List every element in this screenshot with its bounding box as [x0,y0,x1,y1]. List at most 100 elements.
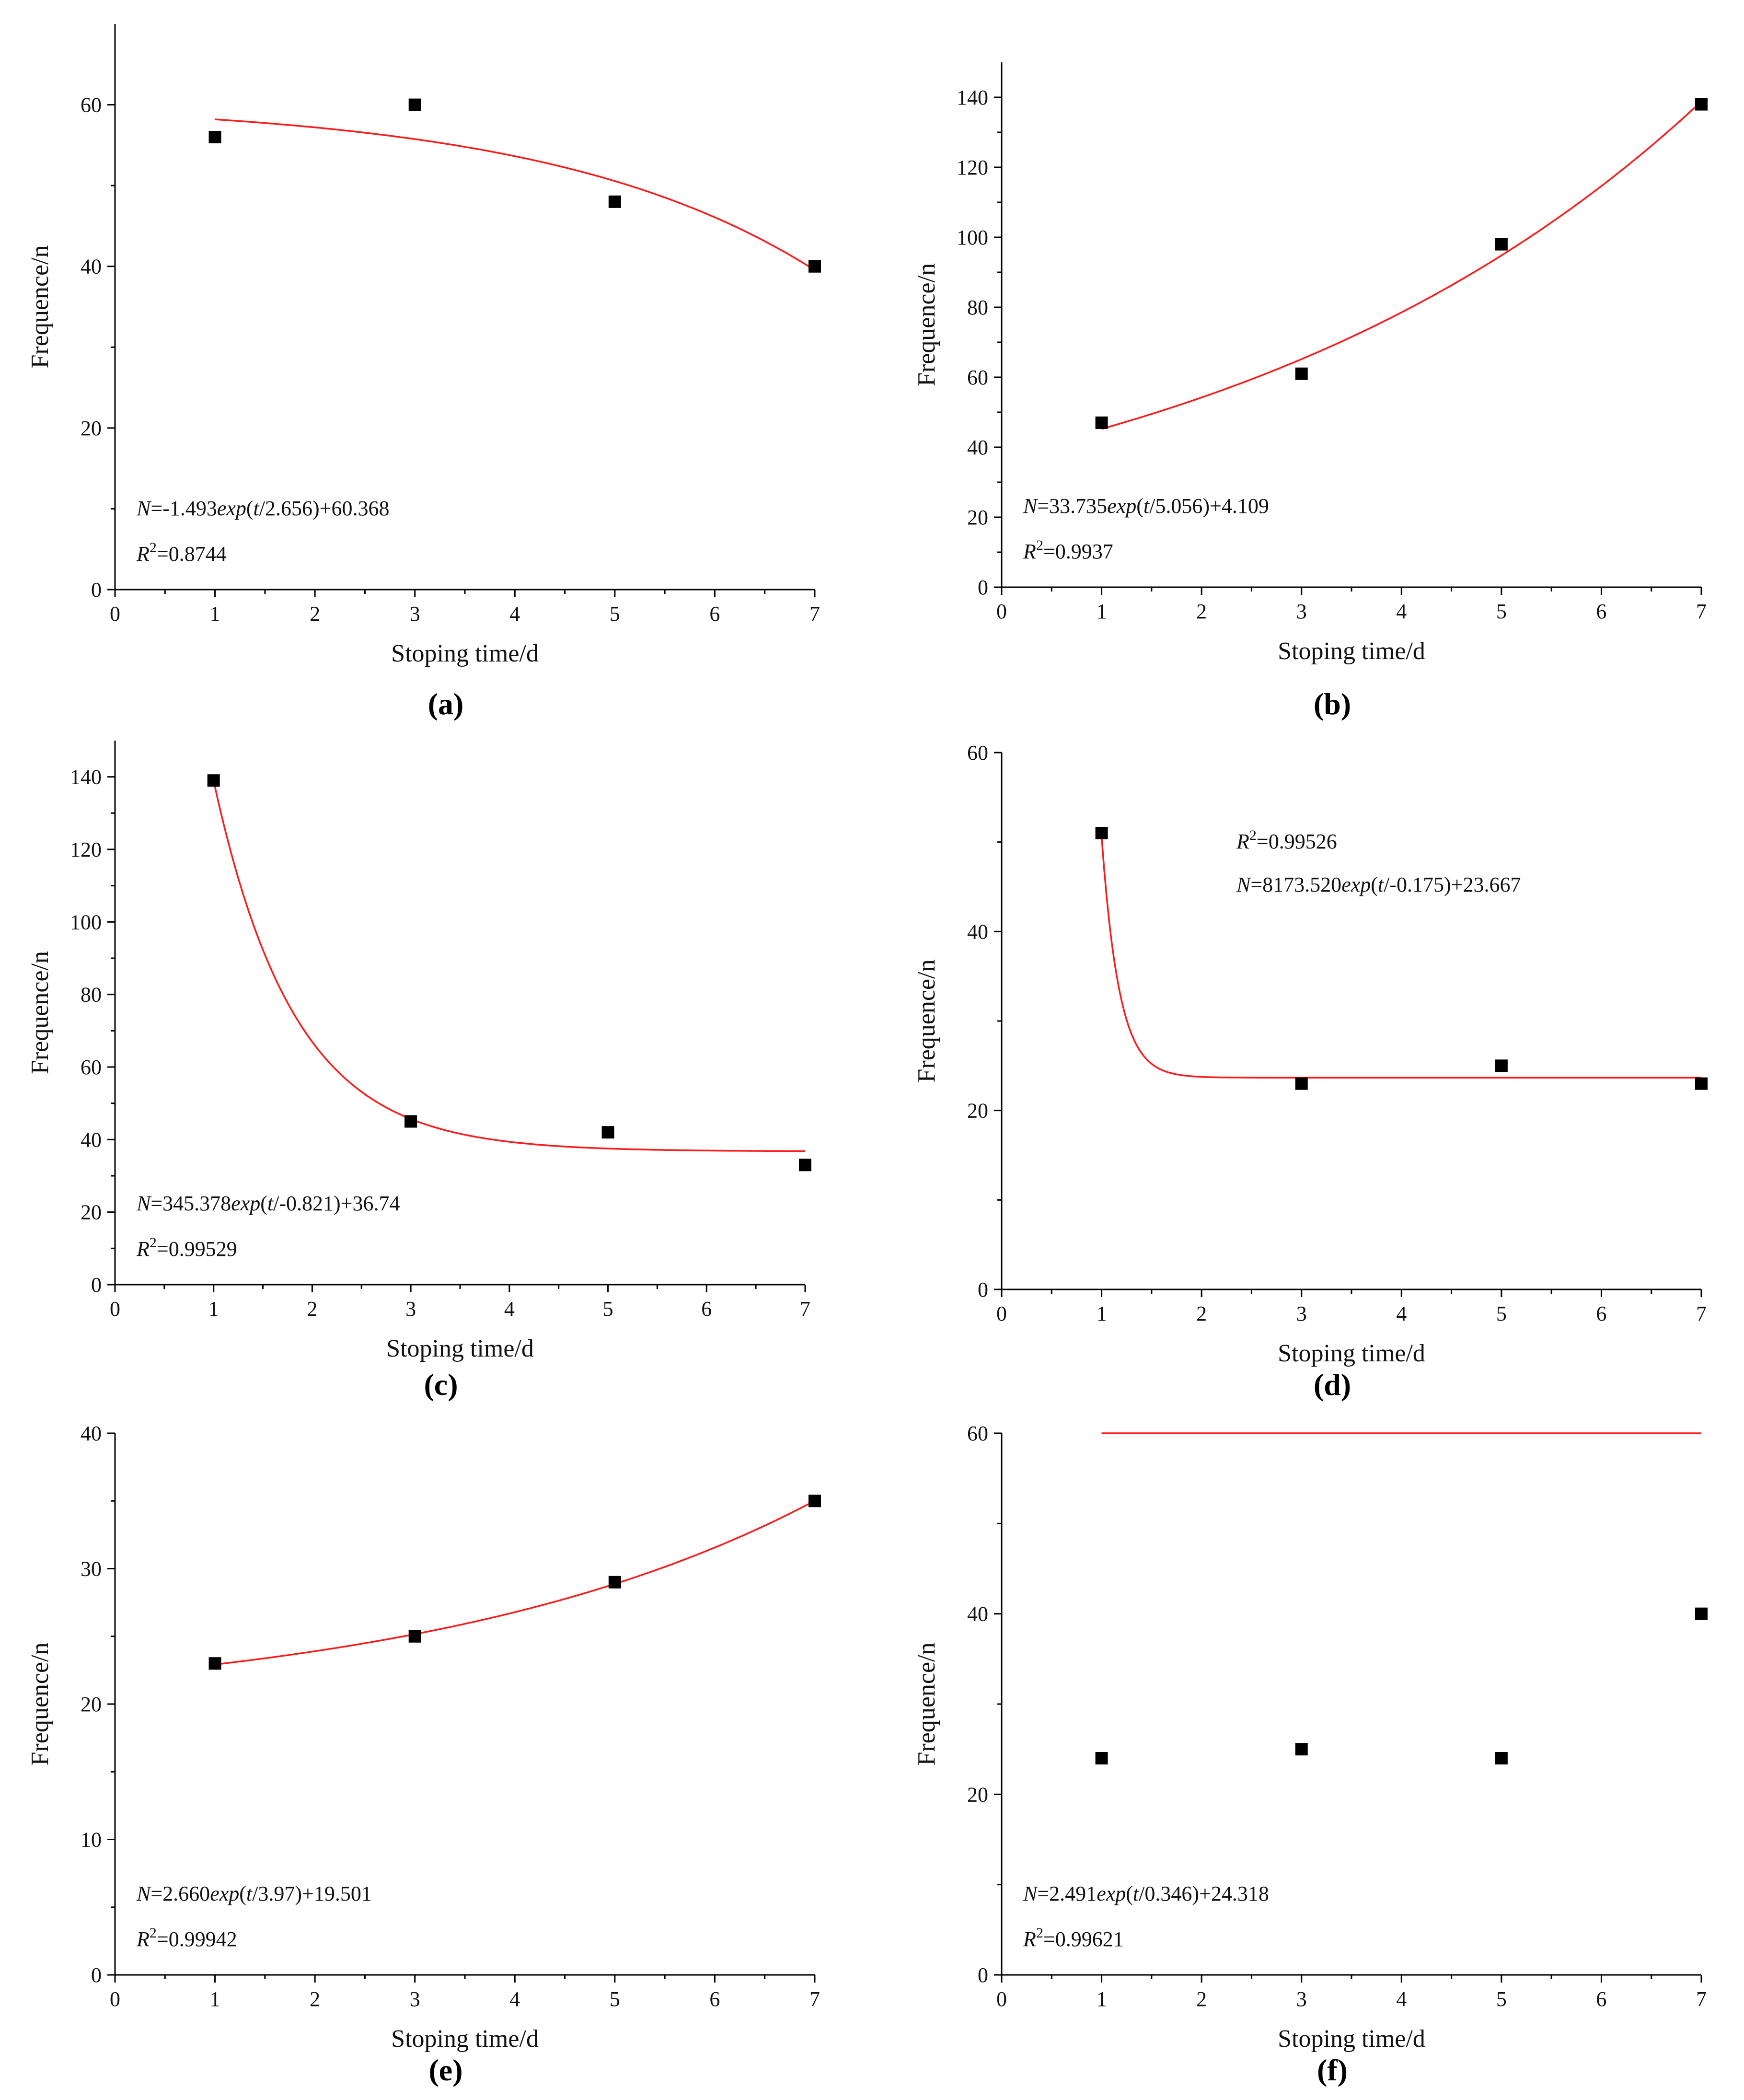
equation-part: =33.735 [1037,494,1107,518]
equation-part: /5.056)+4.109 [1149,494,1269,518]
x-tick-label: 0 [110,602,120,626]
chart-panel-c: 0 1 2 3 4 5 6 7 0 20 40 60 80 100 120 140 Stoping time/d… [26,741,811,1402]
x-tick-label: 4 [1396,1987,1407,2011]
fit-equation: N=-1.493exp(t/2.656)+60.368 [136,497,389,520]
chart-panel-d: 0 1 2 3 4 5 6 7 0 20 40 60 Stoping time/d Frequence/n… [913,741,1708,1402]
y-tick-label: 40 [81,255,102,278]
data-point [1695,98,1708,111]
x-tick-label: 0 [996,1987,1007,2011]
chart-panel-f: 0 1 2 3 4 5 6 7 0 20 40 60 Stoping time/d Frequence/n… [913,1422,1708,2087]
y-tick-label: 60 [967,366,988,389]
r-value: =0.8744 [157,542,227,566]
r-symbol: R [1023,1927,1036,1951]
y-tick-label: 20 [81,1693,102,1716]
data-point [799,1159,811,1172]
x-axis-title: Stoping time/d [1278,2025,1425,2053]
y-tick-label: 0 [978,1963,988,1987]
r-value: =0.99526 [1257,830,1337,853]
y-tick-label: 60 [967,1422,988,1445]
fit-curve [215,118,815,271]
panel-label: (a) [428,687,464,721]
data-point [808,260,821,273]
r-symbol: R [136,542,150,566]
x-tick-label: 0 [110,1987,120,2011]
equation-part: /-0.175)+23.667 [1384,873,1521,896]
equation-part: t [267,1192,274,1215]
x-tick-label: 2 [1196,1302,1207,1325]
data-point [207,774,220,787]
y-tick-label: 0 [91,1963,102,1987]
x-tick-label: 5 [1496,1987,1507,2011]
y-tick-label: 20 [967,1099,988,1123]
r-symbol: R [1023,540,1036,563]
r-exponent: 2 [150,1925,157,1941]
x-tick-label: 4 [1396,1302,1407,1325]
y-tick-label: 60 [967,741,988,765]
x-tick-label: 1 [210,602,220,626]
equation-part: t [254,497,260,520]
data-point [408,98,421,111]
equation-part: ( [1371,873,1378,896]
equation-part: exp [1107,494,1136,518]
equation-part: exp [217,497,246,520]
y-tick-label: 100 [70,910,102,934]
x-tick-label: 6 [701,1297,712,1321]
x-tick-label: 3 [1296,1987,1307,2011]
fit-curve [212,780,805,1152]
x-tick-label: 0 [110,1297,120,1321]
data-point [1695,1607,1708,1620]
y-tick-label: 10 [81,1828,102,1852]
y-axis-title: Frequence/n [913,1642,940,1765]
x-tick-label: 3 [1296,600,1307,623]
x-tick-label: 4 [504,1297,515,1321]
x-tick-label: 4 [1396,600,1407,623]
equation-part: exp [1341,873,1371,896]
data-point [1495,1059,1508,1072]
x-tick-label: 6 [1596,1987,1606,2011]
x-tick-label: 4 [509,602,520,626]
y-tick-label: 40 [81,1128,102,1151]
x-tick-label: 7 [1696,600,1707,623]
x-axis-title: Stoping time/d [1278,1340,1425,1367]
equation-part: exp [231,1192,260,1215]
fit-equation: N=2.660exp(t/3.97)+19.501 [136,1882,372,1905]
fit-curve [215,1500,815,1666]
r-squared: R2=0.9937 [1023,537,1113,563]
x-tick-label: 4 [509,1987,520,2011]
equation-part: exp [210,1882,239,1905]
r-symbol: R [136,1237,150,1261]
y-tick-label: 30 [81,1557,102,1581]
x-tick-label: 2 [307,1297,317,1321]
data-point [1095,416,1108,429]
data-point [208,131,221,143]
y-tick-label: 120 [70,838,102,861]
x-tick-label: 1 [208,1297,219,1321]
r-exponent: 2 [1036,537,1043,553]
y-tick-label: 20 [81,417,102,440]
equation-part: ( [239,1882,246,1905]
data-point [1495,1752,1508,1764]
x-tick-label: 6 [1596,1302,1606,1325]
x-tick-label: 2 [310,1987,320,2011]
equation-part: exp [1097,1882,1126,1905]
data-point [601,1126,614,1139]
x-tick-label: 2 [310,602,320,626]
equation-part: N [136,497,152,520]
r-value: =0.99529 [157,1237,237,1261]
x-tick-label: 5 [1496,600,1507,623]
data-point [208,1657,221,1670]
x-tick-label: 7 [809,602,820,626]
x-tick-label: 7 [1696,1987,1707,2011]
equation-part: ( [1136,494,1143,518]
chart-panel-e: 0 1 2 3 4 5 6 7 0 10 20 30 40 Stoping time/d Frequence… [26,1422,821,2087]
equation-part: N [136,1882,152,1905]
equation-part: /-0.821)+36.74 [273,1192,400,1215]
x-tick-label: 2 [1196,600,1207,623]
equation-part: =-1.493 [150,497,217,520]
r-squared: R2=0.99942 [136,1925,237,1951]
x-tick-label: 5 [1496,1302,1507,1325]
x-tick-label: 1 [1097,600,1107,623]
x-tick-label: 6 [709,602,720,626]
r-exponent: 2 [150,1235,157,1251]
